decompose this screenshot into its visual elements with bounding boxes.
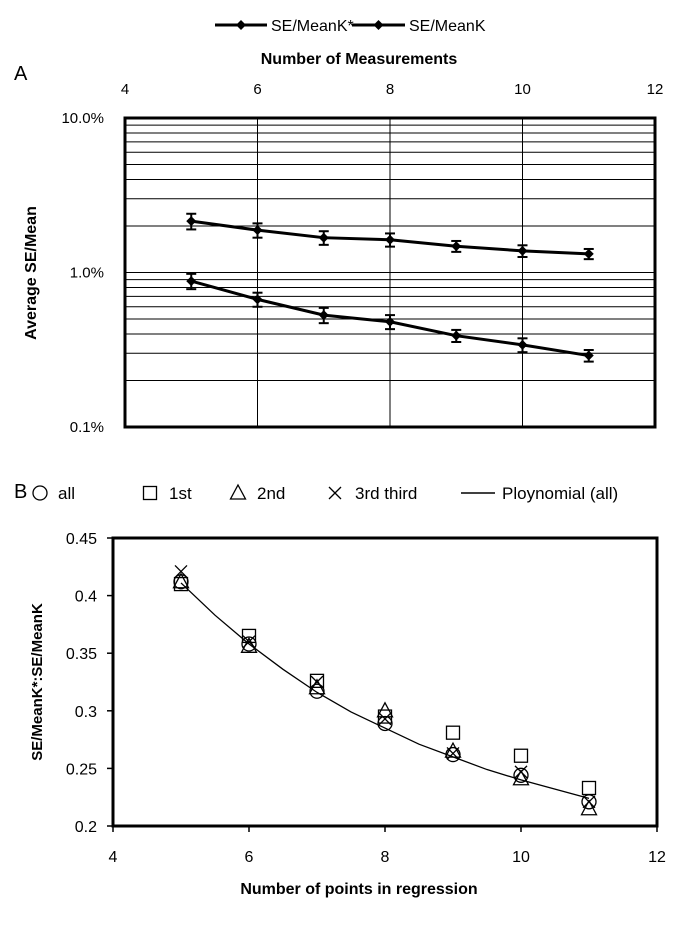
panel-b-y-axis-title: SE/MeanK*:SE/MeanK	[29, 603, 46, 761]
panel-a-y-ticks: 0.1% 1.0% 10.0%	[61, 110, 104, 436]
panel-b-triangle-marker	[376, 701, 394, 718]
panel-b-y-tick-label: 0.25	[66, 761, 97, 778]
panel-a-diamond-marker	[517, 339, 528, 350]
panel-b-y-tick-label: 0.4	[75, 589, 97, 606]
panel-a-diamond-marker	[385, 316, 395, 327]
legend-b-triangle-marker	[229, 483, 247, 500]
panel-b-x-marker	[514, 765, 528, 779]
panel-b-x-marker	[174, 564, 188, 578]
legend-b-square-marker	[142, 485, 158, 501]
panel-b-circle-marker	[309, 683, 325, 699]
panel-b-x-marker	[310, 675, 324, 689]
panel-b-x-marker	[378, 712, 392, 726]
legend-b-label: 2nd	[257, 484, 285, 503]
panel-b-square-marker	[173, 576, 189, 592]
panel-b-square-marker	[445, 725, 461, 740]
panel-a-diamond-marker	[385, 234, 395, 245]
panel-b-y-tick-label: 0.35	[66, 646, 97, 663]
legend-b-label: 3rd third	[355, 484, 417, 503]
legend-b-label: 1st	[169, 484, 192, 503]
panel-b-plot-frame	[111, 536, 659, 828]
legend-b-label: all	[58, 484, 75, 503]
panel-b-triangle-marker	[308, 678, 326, 695]
panel-b-y-tick-label: 0.2	[75, 819, 97, 836]
legend-a-diamond-marker	[236, 20, 246, 30]
legend-b-x-marker	[328, 486, 342, 500]
panel-b-triangle-marker	[580, 799, 598, 816]
panel-b-x-tick-label: 4	[109, 849, 118, 866]
panel-a-letter: A	[14, 63, 28, 85]
panel-b-x-tick-label: 12	[648, 849, 666, 866]
panel-b-x-marker	[446, 746, 460, 760]
legend-a: SE/MeanK* SE/MeanK	[215, 18, 486, 35]
panel-a-diamond-marker	[252, 294, 263, 305]
panel-a-x-ticks: 4 6 8 10 12	[121, 81, 664, 98]
panel-b-triangle-marker	[172, 572, 190, 589]
panel-b-x-axis-title: Number of points in regression	[240, 881, 477, 898]
legend-a-diamond-marker	[373, 20, 384, 30]
panel-b-square-marker	[309, 673, 325, 688]
panel-a-diamond-marker	[583, 350, 594, 361]
panel-b-x-tick-label: 6	[245, 849, 254, 866]
panel-b-polynomial-fit-line	[180, 582, 590, 799]
panel-b-letter: B	[14, 481, 27, 503]
panel-b: B all 1st 2nd 3rd third Ploynomial (all) 0.2…	[14, 481, 666, 898]
panel-a-x-axis-title: Number of Measurements	[261, 51, 458, 68]
legend-b-label: Ploynomial (all)	[502, 484, 618, 503]
panel-a-x-tick-label: 12	[647, 81, 664, 98]
panel-a-y-tick-label: 0.1%	[70, 419, 104, 436]
legend-b: all 1st 2nd 3rd third Ploynomial (all)	[32, 483, 618, 503]
panel-b-series	[172, 564, 598, 816]
panel-b-square-marker	[513, 748, 529, 763]
panel-b-x-marker	[582, 795, 596, 809]
panel-a-diamond-marker	[451, 330, 462, 341]
panel-b-circle-marker	[445, 746, 461, 763]
panel-b-x-marker	[242, 635, 256, 649]
panel-b-square-marker	[581, 780, 597, 796]
legend-a-label: SE/MeanK*	[271, 18, 354, 35]
panel-a-x-tick-label: 6	[253, 81, 261, 98]
panel-a-grid	[125, 118, 655, 427]
panel-b-x-ticks: 4 6 8 10 12	[109, 826, 666, 866]
panel-a-diamond-marker	[186, 216, 197, 227]
panel-a-x-tick-label: 8	[386, 81, 394, 98]
panel-a-y-axis-title: Average SE/Mean	[23, 206, 40, 340]
panel-b-triangle-marker	[512, 769, 530, 786]
legend-b-circle-marker	[32, 485, 48, 501]
panel-a-diamond-marker	[517, 245, 528, 256]
panel-a-series	[186, 212, 594, 363]
panel-a-diamond-marker	[186, 276, 197, 287]
panel-a-plot-frame	[123, 116, 657, 429]
panel-a-x-tick-label: 10	[514, 81, 531, 98]
panel-b-y-ticks: 0.2 0.25 0.3 0.35 0.4 0.45	[66, 531, 113, 836]
panel-a-x-tick-label: 4	[121, 81, 129, 98]
panel-a: A SE/MeanK* SE/MeanK Number of Measuremen…	[14, 18, 663, 436]
panel-a-diamond-marker	[252, 225, 263, 236]
panel-a-y-tick-label: 10.0%	[61, 110, 104, 127]
panel-b-circle-marker	[513, 767, 529, 783]
panel-a-y-tick-label: 1.0%	[70, 265, 104, 282]
panel-b-y-tick-label: 0.45	[66, 531, 97, 548]
panel-a-diamond-marker	[318, 232, 329, 243]
panel-a-diamond-marker	[451, 241, 462, 252]
panel-a-diamond-marker	[583, 248, 594, 259]
panel-b-x-tick-label: 10	[512, 849, 530, 866]
panel-a-diamond-marker	[318, 310, 329, 321]
panel-b-y-tick-label: 0.3	[75, 704, 97, 721]
legend-a-label: SE/MeanK	[409, 18, 486, 35]
panel-b-x-tick-label: 8	[381, 849, 390, 866]
